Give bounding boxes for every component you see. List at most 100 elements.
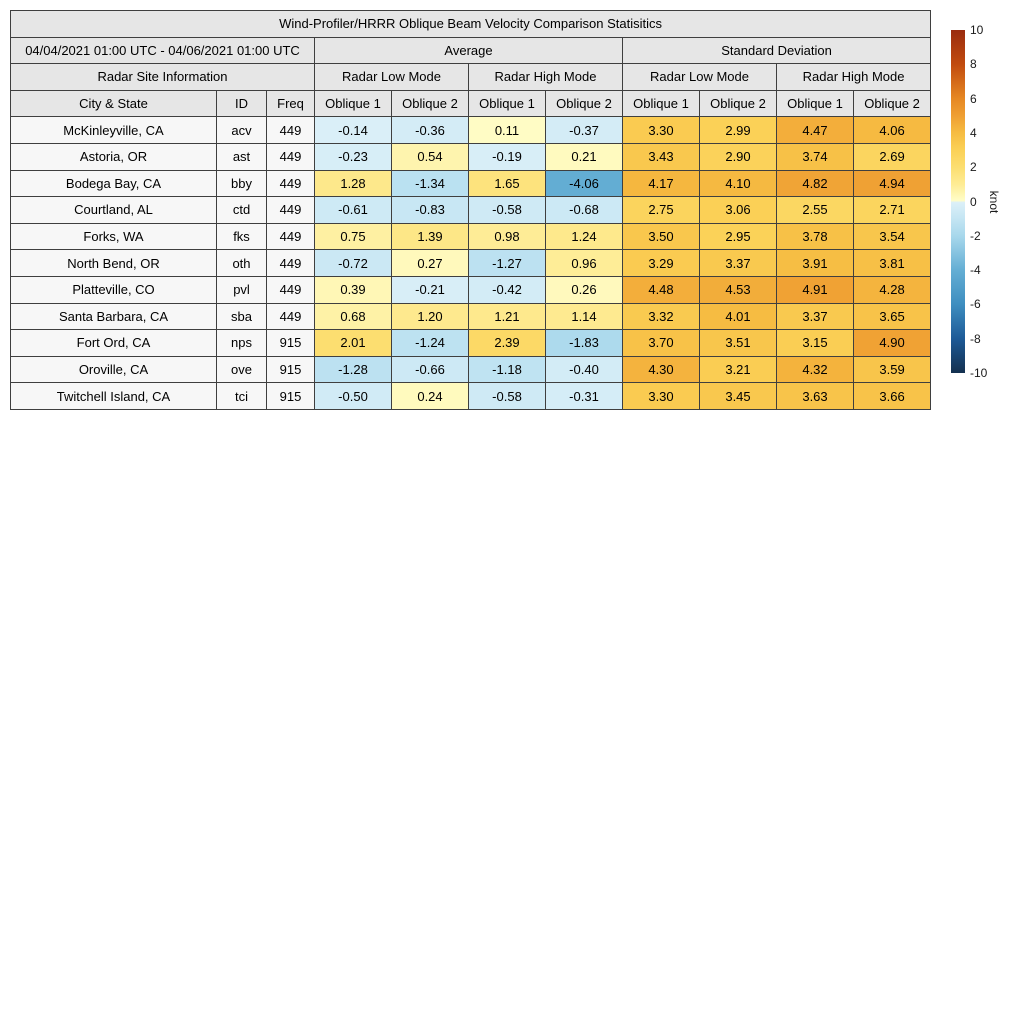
value-cell: 3.81 (852, 249, 932, 277)
freq-cell: 449 (266, 169, 315, 198)
value-cell: -0.40 (545, 355, 623, 384)
value-cell: 0.75 (314, 222, 392, 251)
value-cell: 1.20 (391, 302, 469, 331)
value-cell: 3.29 (622, 249, 700, 277)
id-cell: tci (216, 382, 267, 410)
value-cell: 3.30 (622, 382, 700, 410)
colorbar-unit-label: knot (987, 190, 1001, 213)
value-cell: 0.26 (545, 275, 623, 304)
id-cell: fks (216, 222, 267, 251)
id-cell: ctd (216, 196, 267, 224)
value-cell: -1.34 (391, 169, 469, 198)
value-cell: -0.66 (391, 355, 469, 384)
value-cell: 3.66 (852, 382, 932, 410)
value-cell: -0.42 (468, 275, 546, 304)
city-cell: Bodega Bay, CA (10, 169, 217, 198)
freq-cell: 915 (266, 382, 315, 410)
col-header-oblique-5: Oblique 1 (622, 89, 700, 118)
mode-header-avg-high: Radar High Mode (468, 63, 623, 91)
colorbar: 10 8 6 4 2 0 -2 -4 -6 -8 -10 knot (951, 24, 1024, 379)
col-header-freq: Freq (266, 89, 315, 118)
col-header-oblique-3: Oblique 1 (468, 89, 546, 118)
value-cell: -0.58 (468, 382, 546, 410)
value-cell: -1.27 (468, 249, 546, 277)
value-cell: 2.39 (468, 329, 546, 357)
col-header-oblique-4: Oblique 2 (545, 89, 623, 118)
value-cell: 4.28 (852, 275, 932, 304)
col-header-oblique-1: Oblique 1 (314, 89, 392, 118)
colorbar-tick-label: -8 (970, 331, 981, 346)
freq-cell: 449 (266, 116, 315, 144)
colorbar-tick-label: 10 (970, 23, 984, 37)
col-header-oblique-6: Oblique 2 (699, 89, 777, 118)
value-cell: 2.90 (699, 142, 777, 171)
value-cell: 3.91 (776, 249, 854, 277)
value-cell: 4.10 (699, 169, 777, 198)
city-cell: Fort Ord, CA (10, 329, 217, 357)
id-cell: bby (216, 169, 267, 198)
table-row: Astoria, OR ast 449 -0.23 0.54 -0.19 0.21 3.43 2… (10, 142, 932, 171)
value-cell: 3.37 (776, 302, 854, 331)
value-cell: -0.36 (391, 116, 469, 144)
table-row: Oroville, CA ove 915 -1.28 -0.66 -1.18 -0.40 4.… (10, 355, 932, 384)
value-cell: -4.06 (545, 169, 623, 198)
value-cell: 3.21 (699, 355, 777, 384)
table-row: Twitchell Island, CA tci 915 -0.50 0.24 -0.58… (10, 382, 932, 410)
value-cell: -0.19 (468, 142, 546, 171)
value-cell: -1.24 (391, 329, 469, 357)
value-cell: 3.30 (622, 116, 700, 144)
value-cell: 4.82 (776, 169, 854, 198)
value-cell: -0.23 (314, 142, 392, 171)
colorbar-tick-label: 0 (970, 194, 977, 209)
value-cell: 2.71 (852, 196, 932, 224)
value-cell: 1.14 (545, 302, 623, 331)
colorbar-tick-label: -2 (970, 228, 981, 243)
value-cell: 2.75 (622, 196, 700, 224)
value-cell: 1.65 (468, 169, 546, 198)
value-cell: 0.27 (391, 249, 469, 277)
city-cell: Santa Barbara, CA (10, 302, 217, 331)
value-cell: 2.69 (852, 142, 932, 171)
mode-header-row: Radar Site Information Radar Low Mode Ra… (10, 63, 932, 91)
table-row: Forks, WA fks 449 0.75 1.39 0.98 1.24 3.50 2.95 3… (10, 222, 932, 251)
value-cell: 4.06 (852, 116, 932, 144)
colorbar-gradient (951, 30, 965, 373)
value-cell: 3.37 (699, 249, 777, 277)
freq-cell: 449 (266, 222, 315, 251)
colorbar-tick-label: -4 (970, 263, 981, 278)
freq-cell: 449 (266, 196, 315, 224)
id-cell: ove (216, 355, 267, 384)
value-cell: -0.50 (314, 382, 392, 410)
value-cell: 3.59 (852, 355, 932, 384)
freq-cell: 915 (266, 329, 315, 357)
value-cell: 4.48 (622, 275, 700, 304)
value-cell: 1.28 (314, 169, 392, 198)
group-header-standard-deviation: Standard Deviation (621, 36, 932, 65)
column-header-row: City & State ID Freq Oblique 1 Oblique 2… (10, 89, 932, 118)
mode-header-std-high: Radar High Mode (775, 63, 932, 91)
col-header-city-state: City & State (10, 89, 217, 118)
table-row: Fort Ord, CA nps 915 2.01 -1.24 2.39 -1.83 3.70… (10, 329, 932, 357)
value-cell: 3.65 (852, 302, 932, 331)
table-row: Platteville, CO pvl 449 0.39 -0.21 -0.42 0.26 4… (10, 275, 932, 304)
value-cell: 3.54 (852, 222, 932, 251)
value-cell: 3.51 (699, 329, 777, 357)
colorbar-tick-label: 4 (970, 125, 977, 140)
value-cell: -0.21 (391, 275, 469, 304)
value-cell: 3.74 (776, 142, 854, 171)
id-cell: ast (216, 142, 267, 171)
value-cell: 4.30 (622, 355, 700, 384)
value-cell: -0.83 (391, 196, 469, 224)
col-header-oblique-2: Oblique 2 (391, 89, 469, 118)
site-info-header: Radar Site Information (10, 63, 315, 91)
group-header-row: 04/04/2021 01:00 UTC - 04/06/2021 01:00 … (10, 36, 932, 65)
table-body: McKinleyville, CA acv 449 -0.14 -0.36 0.11 -0.… (10, 116, 932, 410)
colorbar-tick-label: -10 (970, 366, 988, 380)
value-cell: 4.90 (852, 329, 932, 357)
id-cell: nps (216, 329, 267, 357)
id-cell: acv (216, 116, 267, 144)
id-cell: oth (216, 249, 267, 277)
value-cell: 0.98 (468, 222, 546, 251)
value-cell: 3.63 (776, 382, 854, 410)
value-cell: 4.01 (699, 302, 777, 331)
